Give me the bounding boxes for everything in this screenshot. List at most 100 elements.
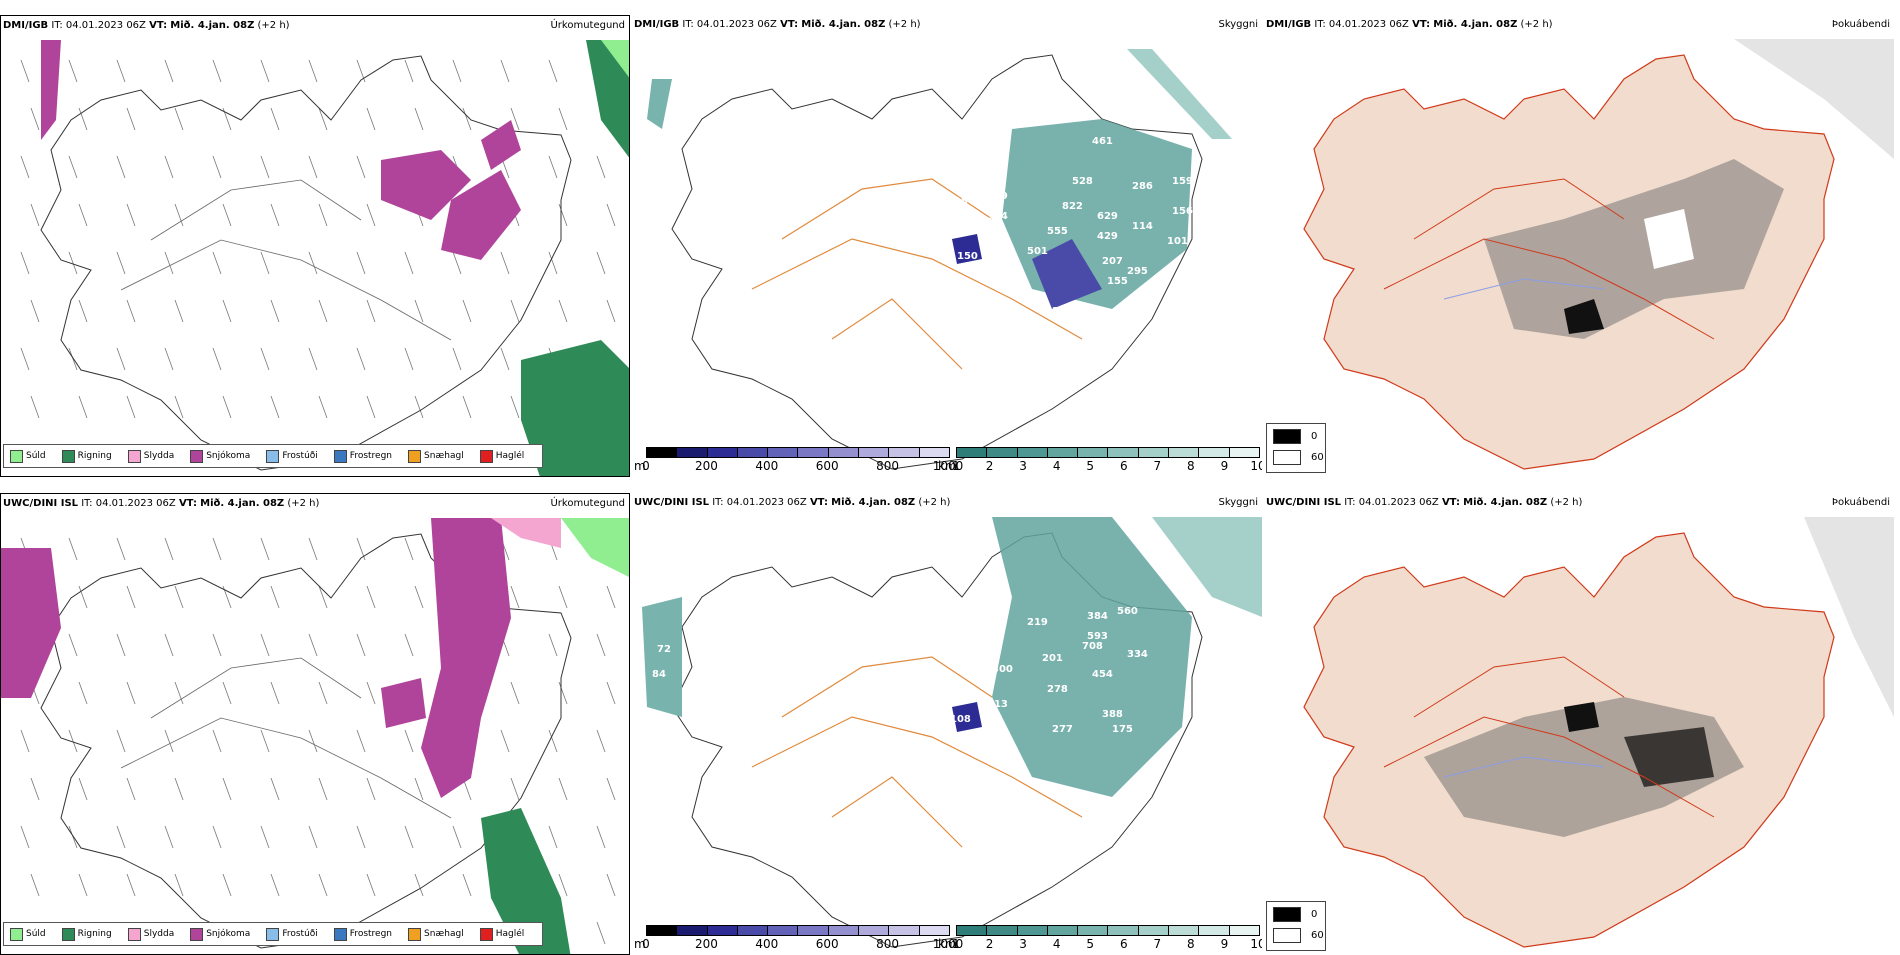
- wind-barb: [510, 299, 520, 323]
- fog-panel-uwc: UWC/DINI ISL IT: 04.01.2023 06Z VT: Mið.…: [1264, 493, 1894, 955]
- colorbar-tick-label: 4: [1052, 937, 1061, 951]
- wind-barb: [404, 729, 414, 753]
- colorbar-tick-label: 8: [1187, 459, 1195, 473]
- wind-barb: [222, 395, 232, 419]
- legend-swatch: [127, 927, 141, 941]
- visibility-value: 118: [947, 196, 968, 207]
- legend-swatch: [479, 927, 493, 941]
- wind-barb: [548, 59, 558, 83]
- legend-swatch: [266, 927, 280, 941]
- wind-barb: [414, 873, 424, 897]
- visibility-value: 277: [1052, 724, 1073, 735]
- panel-title: UWC/DINI ISL IT: 04.01.2023 06Z VT: Mið.…: [1266, 497, 1583, 508]
- wind-barb: [414, 777, 424, 801]
- wind-barb: [606, 585, 616, 609]
- legend-swatch: [333, 449, 347, 463]
- legend-item-snjokoma: Snjókoma: [190, 927, 250, 941]
- wind-barb: [174, 681, 184, 705]
- colorbar-segment: [737, 448, 769, 457]
- wind-barb: [596, 729, 606, 753]
- legend-swatch: [190, 449, 204, 463]
- wind-barb: [606, 299, 616, 323]
- distance-colorbar: [956, 447, 1260, 458]
- wind-barb: [260, 825, 270, 849]
- wind-barb: [404, 633, 414, 657]
- precip-map: [20, 40, 629, 476]
- fog-legend-item: 60: [1273, 928, 1324, 943]
- colorbar-segment: [1108, 448, 1139, 457]
- colorbar-segment: [737, 926, 769, 935]
- colorbar-segment: [677, 926, 708, 935]
- wind-barb: [68, 251, 78, 275]
- wind-barb: [270, 299, 280, 323]
- visibility-value: 108: [950, 714, 971, 725]
- wind-barb: [452, 347, 462, 371]
- panel-type: Skyggni: [1218, 19, 1258, 30]
- visibility-value: 354: [987, 211, 1008, 222]
- colorbar-segment: [1169, 926, 1200, 935]
- wind-barb: [260, 251, 270, 275]
- panel-title: DMI/IGB IT: 04.01.2023 06Z VT: Mið. 4.ja…: [634, 19, 921, 30]
- panel-type: Þokuábendi: [1831, 19, 1890, 30]
- wind-barb: [318, 395, 328, 419]
- visibility-value: 295: [1127, 266, 1148, 277]
- wind-barb: [606, 777, 616, 801]
- visibility-labels: 384 560 593 708 219 334 201 454 613 108 …: [652, 606, 1148, 735]
- panel-type: Skyggni: [1218, 497, 1258, 508]
- wind-barb: [116, 251, 126, 275]
- colorbar-tick-label: 1000: [932, 937, 964, 951]
- wind-barb: [78, 395, 88, 419]
- legend-item-snaehagl: Snæhagl: [408, 927, 464, 941]
- legend-item-frostudi: Frostúði: [266, 449, 318, 463]
- wind-barb: [270, 203, 280, 227]
- visibility-value: 822: [1062, 201, 1083, 212]
- colorbar-segment: [1199, 448, 1230, 457]
- colorbar-segment: [1199, 926, 1230, 935]
- wind-barb: [212, 251, 222, 275]
- wind-barb: [260, 347, 270, 371]
- wind-barb: [596, 825, 606, 849]
- colorbar-tick-label: 800: [876, 459, 900, 473]
- wind-barb: [270, 585, 280, 609]
- wind-barb: [20, 59, 30, 83]
- wind-barb: [548, 633, 558, 657]
- visibility-panel-dmi: DMI/IGB IT: 04.01.2023 06Z VT: Mið. 4.ja…: [632, 15, 1262, 477]
- wind-barb: [270, 395, 280, 419]
- wind-barb: [164, 59, 174, 83]
- colorbar-segment: [1017, 448, 1048, 457]
- visibility-value: 429: [1097, 231, 1118, 242]
- colorbar-segment: [1047, 926, 1079, 935]
- visibility-value: 175: [1112, 724, 1133, 735]
- visibility-value: 334: [1127, 649, 1148, 660]
- colorbar-segment: [889, 926, 920, 935]
- wind-barb: [164, 633, 174, 657]
- colorbar-tick-label: 6: [1119, 937, 1128, 951]
- visibility-value: 708: [1082, 641, 1103, 652]
- colorbar-segment: [1047, 448, 1079, 457]
- visibility-value: 555: [1047, 226, 1068, 237]
- height-colorbar: [646, 447, 950, 458]
- panel-type: Úrkomutegund: [550, 20, 625, 31]
- visibility-labels: 528 286 822 629 555 429 501 371 207 155 …: [947, 136, 1193, 317]
- wind-barb: [510, 585, 520, 609]
- colorbar-segment: [919, 448, 949, 457]
- wind-barb: [318, 203, 328, 227]
- wind-barb: [126, 203, 136, 227]
- wind-barb: [366, 585, 376, 609]
- legend-item-frostregn: Frostregn: [333, 449, 392, 463]
- wind-barb: [596, 633, 606, 657]
- wind-barb: [318, 585, 328, 609]
- wind-barb: [20, 251, 30, 275]
- height-ticks: 0 200 400 600 800 1000: [642, 937, 963, 951]
- wind-barb: [606, 203, 616, 227]
- legend-item-snjokoma: Snjókoma: [190, 449, 250, 463]
- legend-swatch: [333, 927, 347, 941]
- legend-item-hagl: Haglél: [479, 927, 524, 941]
- colorbar-segment: [1078, 448, 1109, 457]
- legend-item-frostregn: Frostregn: [333, 927, 392, 941]
- wind-barb: [78, 873, 88, 897]
- colorbar-segment: [647, 448, 678, 457]
- visibility-value: 454: [1092, 669, 1113, 680]
- colorbar-segment: [1108, 926, 1139, 935]
- wind-barb: [174, 203, 184, 227]
